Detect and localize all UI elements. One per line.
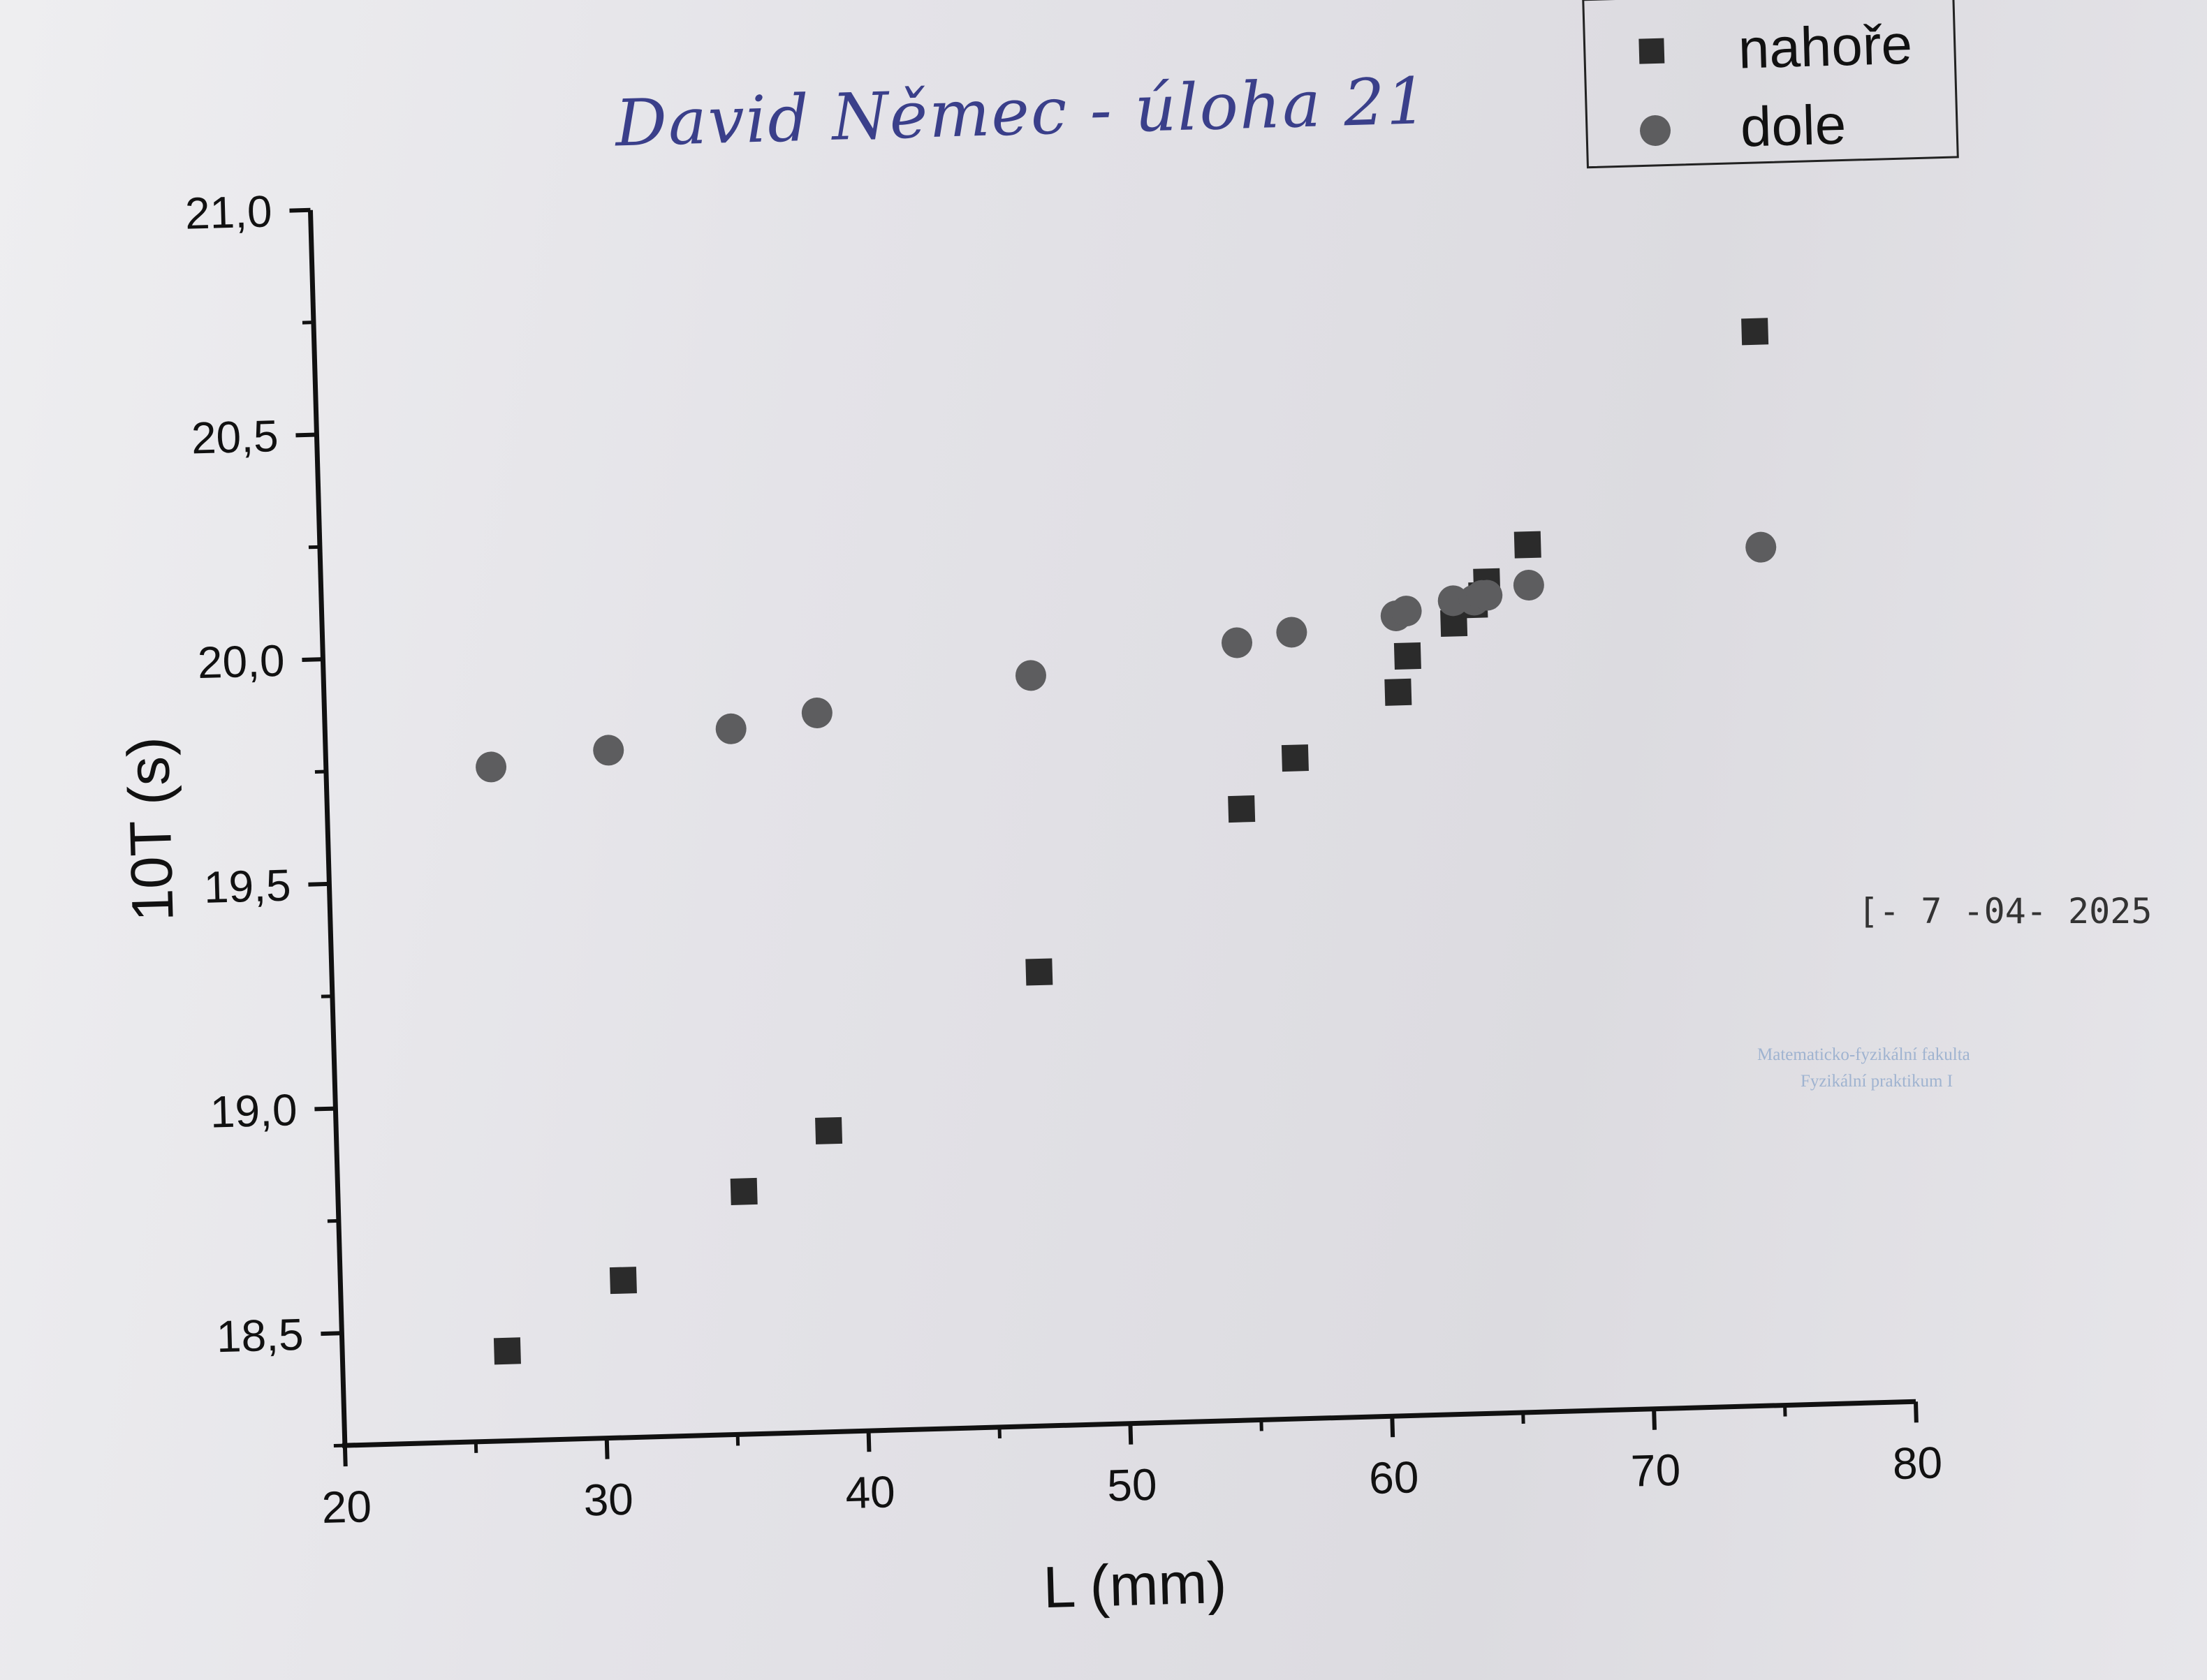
y-major-tick (308, 881, 330, 887)
y-major-tick (295, 432, 317, 438)
x-tick-label: 30 (583, 1474, 634, 1526)
data-point-circle (1472, 580, 1503, 611)
axis-ticks (289, 207, 1919, 1467)
date-stamp: [- 7 -04- 2025 (1858, 891, 2152, 931)
x-tick-label: 40 (844, 1466, 895, 1518)
y-tick-label: 19,5 (203, 860, 292, 912)
y-major-tick (314, 1106, 336, 1112)
data-point-square (1513, 531, 1541, 559)
legend-box (1582, 0, 1959, 169)
data-point-square (1384, 678, 1412, 706)
data-point-circle (801, 698, 833, 729)
x-tick-label: 50 (1106, 1459, 1157, 1511)
legend-square-marker (1638, 38, 1665, 64)
data-point-square (609, 1267, 637, 1295)
legend: nahoře dole (1582, 0, 1959, 169)
x-tick-label: 70 (1630, 1445, 1681, 1496)
x-tick-label: 80 (1892, 1437, 1943, 1489)
institution-stamp-line2: Fyzikální praktikum I (1801, 1072, 1953, 1091)
data-point-square (1228, 795, 1256, 823)
handwritten-annotation: David Němec - úloha 21 (613, 64, 1430, 161)
axis-tick-labels: 20 30 40 50 60 70 80 18,5 19,0 19,5 20,0 20,5 21,0 (184, 186, 1943, 1533)
x-axis-title: L (mm) (1042, 1549, 1227, 1620)
y-tick-label: 20,0 (197, 635, 286, 688)
data-point-circle (1513, 570, 1544, 601)
y-major-tick (321, 1331, 342, 1336)
x-major-tick (1128, 1423, 1134, 1445)
x-major-tick (604, 1438, 610, 1459)
data-point-square (493, 1337, 521, 1365)
data-point-square (1440, 609, 1468, 638)
data-point-circle (476, 751, 507, 783)
data-point-circle (715, 713, 747, 744)
y-axis-title: 10T (s) (115, 736, 185, 922)
x-major-tick (866, 1431, 872, 1452)
data-point-square (1741, 318, 1769, 346)
data-point-square (730, 1177, 758, 1205)
x-major-tick (1652, 1408, 1657, 1430)
x-major-tick (342, 1445, 348, 1467)
legend-circle-marker (1640, 115, 1671, 146)
data-point-circle (1276, 617, 1307, 648)
x-major-tick (1390, 1416, 1395, 1438)
legend-label-nahore: nahoře (1738, 13, 1913, 80)
y-major-tick (302, 657, 323, 663)
y-tick-label: 19,0 (210, 1084, 298, 1137)
data-point-circle (1391, 596, 1422, 627)
y-tick-label: 18,5 (216, 1309, 305, 1362)
data-point-square (1393, 642, 1421, 670)
data-point-circle (1015, 660, 1046, 691)
data-point-square (815, 1117, 843, 1144)
data-point-circle (1222, 627, 1253, 658)
data-point-circle (1745, 531, 1777, 563)
data-point-square (1025, 958, 1053, 986)
data-point-circle (593, 735, 624, 766)
data-points (476, 318, 1777, 1365)
legend-label-dole: dole (1740, 93, 1847, 158)
x-tick-label: 60 (1368, 1452, 1419, 1503)
y-major-tick (289, 207, 311, 213)
institution-stamp-line1: Matematicko-fyzikální fakulta (1757, 1045, 1970, 1064)
y-tick-label: 21,0 (184, 186, 273, 238)
y-tick-label: 20,5 (191, 411, 279, 463)
y-axis-line (307, 209, 348, 1446)
x-tick-label: 20 (321, 1481, 372, 1533)
data-point-square (1281, 744, 1309, 772)
